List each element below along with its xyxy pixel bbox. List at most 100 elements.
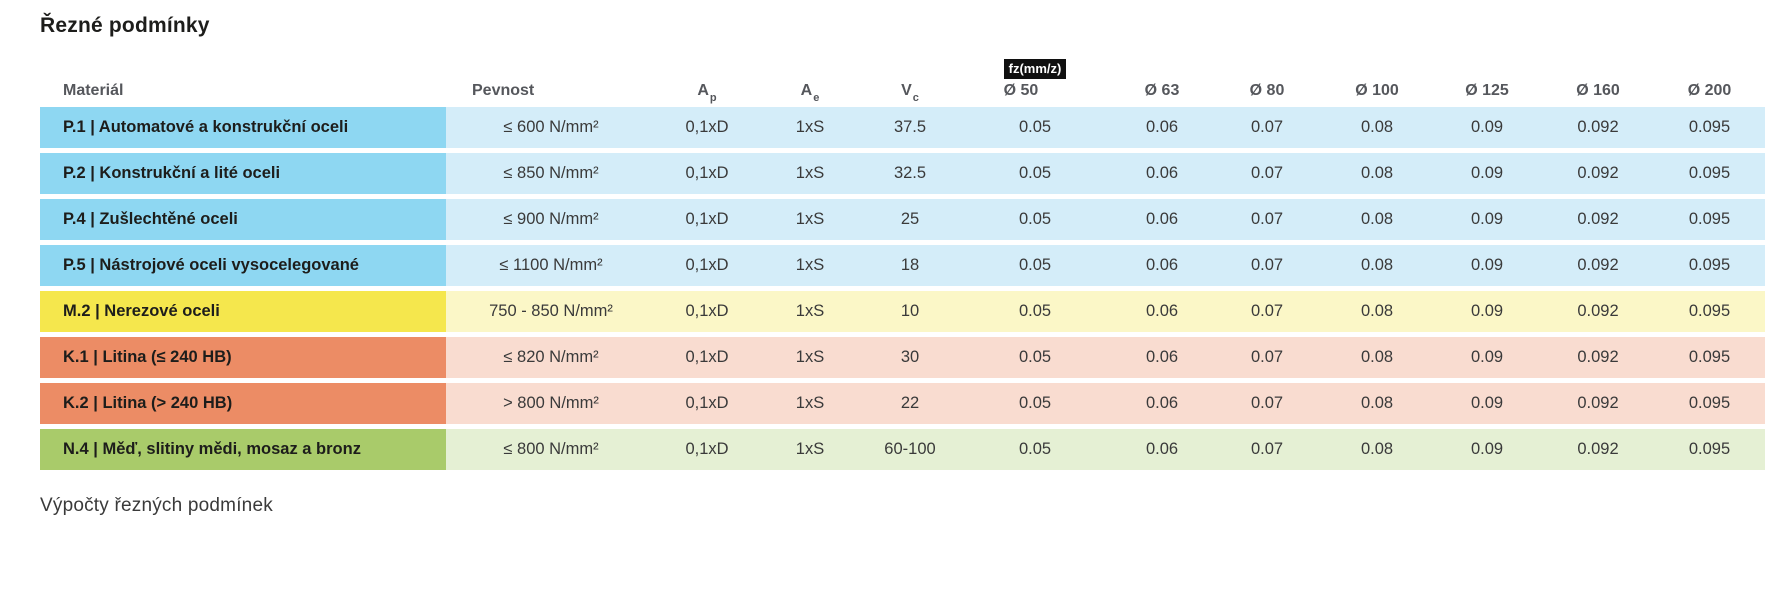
fz-cell: 0.06 xyxy=(1112,245,1212,286)
fz-cell: 0.07 xyxy=(1212,245,1322,286)
pevnost-cell: 750 - 850 N/mm² xyxy=(446,291,656,332)
ap-cell: 0,1xD xyxy=(656,245,758,286)
fz-cell: 0.07 xyxy=(1212,291,1322,332)
fz-cell: 0.092 xyxy=(1542,291,1654,332)
fz-cell: 0.09 xyxy=(1432,337,1542,378)
fz-cell: 0.09 xyxy=(1432,291,1542,332)
table-row: P.2 | Konstrukční a lité oceli ≤ 850 N/m… xyxy=(40,153,1765,194)
fz-cell: 0.092 xyxy=(1542,245,1654,286)
fz-cell: 0.07 xyxy=(1212,383,1322,424)
fz-cell: 0.095 xyxy=(1654,199,1765,240)
pevnost-cell: ≤ 900 N/mm² xyxy=(446,199,656,240)
material-cell: K.1 | Litina (≤ 240 HB) xyxy=(40,337,446,378)
vc-cell: 18 xyxy=(862,245,958,286)
column-header-pevnost: Pevnost xyxy=(472,82,535,99)
fz-cell: 0.07 xyxy=(1212,337,1322,378)
fz-cell: 0.08 xyxy=(1322,153,1432,194)
section-heading-calculations: Výpočty řezných podmínek xyxy=(40,495,273,516)
fz-cell: 0.095 xyxy=(1654,291,1765,332)
fz-cell: 0.095 xyxy=(1654,429,1765,470)
table-row: P.1 | Automatové a konstrukční oceli ≤ 6… xyxy=(40,107,1765,148)
pevnost-cell: ≤ 850 N/mm² xyxy=(446,153,656,194)
column-header-d80: Ø 80 xyxy=(1249,82,1285,99)
fz-cell: 0.07 xyxy=(1212,153,1322,194)
vc-cell: 22 xyxy=(862,383,958,424)
fz-cell: 0.05 xyxy=(958,245,1112,286)
ap-cell: 0,1xD xyxy=(656,429,758,470)
column-header-d63: Ø 63 xyxy=(1144,82,1180,99)
fz-cell: 0.08 xyxy=(1322,107,1432,148)
fz-cell: 0.095 xyxy=(1654,245,1765,286)
table-row: P.4 | Zušlechtěné oceli ≤ 900 N/mm² 0,1x… xyxy=(40,199,1765,240)
fz-cell: 0.05 xyxy=(958,199,1112,240)
pevnost-cell: ≤ 600 N/mm² xyxy=(446,107,656,148)
table-row: M.2 | Nerezové oceli 750 - 850 N/mm² 0,1… xyxy=(40,291,1765,332)
column-header-d200: Ø 200 xyxy=(1687,82,1732,99)
ap-cell: 0,1xD xyxy=(656,107,758,148)
vc-cell: 32.5 xyxy=(862,153,958,194)
material-cell: N.4 | Měď, slitiny mědi, mosaz a bronz xyxy=(40,429,446,470)
fz-cell: 0.06 xyxy=(1112,199,1212,240)
fz-cell: 0.095 xyxy=(1654,337,1765,378)
fz-cell: 0.095 xyxy=(1654,153,1765,194)
column-header-d160: Ø 160 xyxy=(1576,82,1620,99)
pevnost-cell: ≤ 1100 N/mm² xyxy=(446,245,656,286)
fz-cell: 0.092 xyxy=(1542,337,1654,378)
fz-cell: 0.09 xyxy=(1432,383,1542,424)
fz-cell: 0.08 xyxy=(1322,245,1432,286)
fz-cell: 0.095 xyxy=(1654,383,1765,424)
ae-cell: 1xS xyxy=(758,291,862,332)
fz-cell: 0.05 xyxy=(958,107,1112,148)
fz-cell: 0.09 xyxy=(1432,199,1542,240)
d50-label: Ø 50 xyxy=(1003,82,1039,99)
ae-cell: 1xS xyxy=(758,199,862,240)
material-cell: K.2 | Litina (> 240 HB) xyxy=(40,383,446,424)
pevnost-cell: ≤ 820 N/mm² xyxy=(446,337,656,378)
fz-cell: 0.08 xyxy=(1322,383,1432,424)
fz-cell: 0.092 xyxy=(1542,107,1654,148)
fz-cell: 0.05 xyxy=(958,337,1112,378)
fz-cell: 0.092 xyxy=(1542,429,1654,470)
column-header-d100: Ø 100 xyxy=(1355,82,1399,99)
fz-cell: 0.06 xyxy=(1112,107,1212,148)
ae-cell: 1xS xyxy=(758,153,862,194)
vc-cell: 10 xyxy=(862,291,958,332)
table-row: N.4 | Měď, slitiny mědi, mosaz a bronz ≤… xyxy=(40,429,1765,470)
fz-cell: 0.092 xyxy=(1542,153,1654,194)
fz-cell: 0.08 xyxy=(1322,429,1432,470)
ap-cell: 0,1xD xyxy=(656,337,758,378)
column-header-d125: Ø 125 xyxy=(1465,82,1509,99)
material-cell: M.2 | Nerezové oceli xyxy=(40,291,446,332)
fz-cell: 0.09 xyxy=(1432,153,1542,194)
material-cell: P.4 | Zušlechtěné oceli xyxy=(40,199,446,240)
material-cell: P.5 | Nástrojové oceli vysocelegované xyxy=(40,245,446,286)
fz-cell: 0.07 xyxy=(1212,199,1322,240)
ap-cell: 0,1xD xyxy=(656,291,758,332)
fz-cell: 0.08 xyxy=(1322,291,1432,332)
fz-cell: 0.09 xyxy=(1432,107,1542,148)
vc-cell: 30 xyxy=(862,337,958,378)
ae-cell: 1xS xyxy=(758,107,862,148)
pevnost-cell: > 800 N/mm² xyxy=(446,383,656,424)
d50-header-wrap: fz(mm/z) Ø 50 xyxy=(1003,59,1067,100)
fz-cell: 0.06 xyxy=(1112,291,1212,332)
vc-main: V xyxy=(901,82,912,99)
ap-main: A xyxy=(697,82,709,99)
ae-cell: 1xS xyxy=(758,245,862,286)
table-rows: P.1 | Automatové a konstrukční oceli ≤ 6… xyxy=(40,107,1765,470)
ae-subscript: e xyxy=(813,92,820,104)
ap-cell: 0,1xD xyxy=(656,383,758,424)
vc-subscript: c xyxy=(912,92,919,104)
ap-cell: 0,1xD xyxy=(656,153,758,194)
ae-cell: 1xS xyxy=(758,383,862,424)
vc-cell: 37.5 xyxy=(862,107,958,148)
ae-main: A xyxy=(800,82,813,99)
ap-subscript: p xyxy=(709,92,717,104)
fz-cell: 0.07 xyxy=(1212,107,1322,148)
fz-cell: 0.08 xyxy=(1322,199,1432,240)
